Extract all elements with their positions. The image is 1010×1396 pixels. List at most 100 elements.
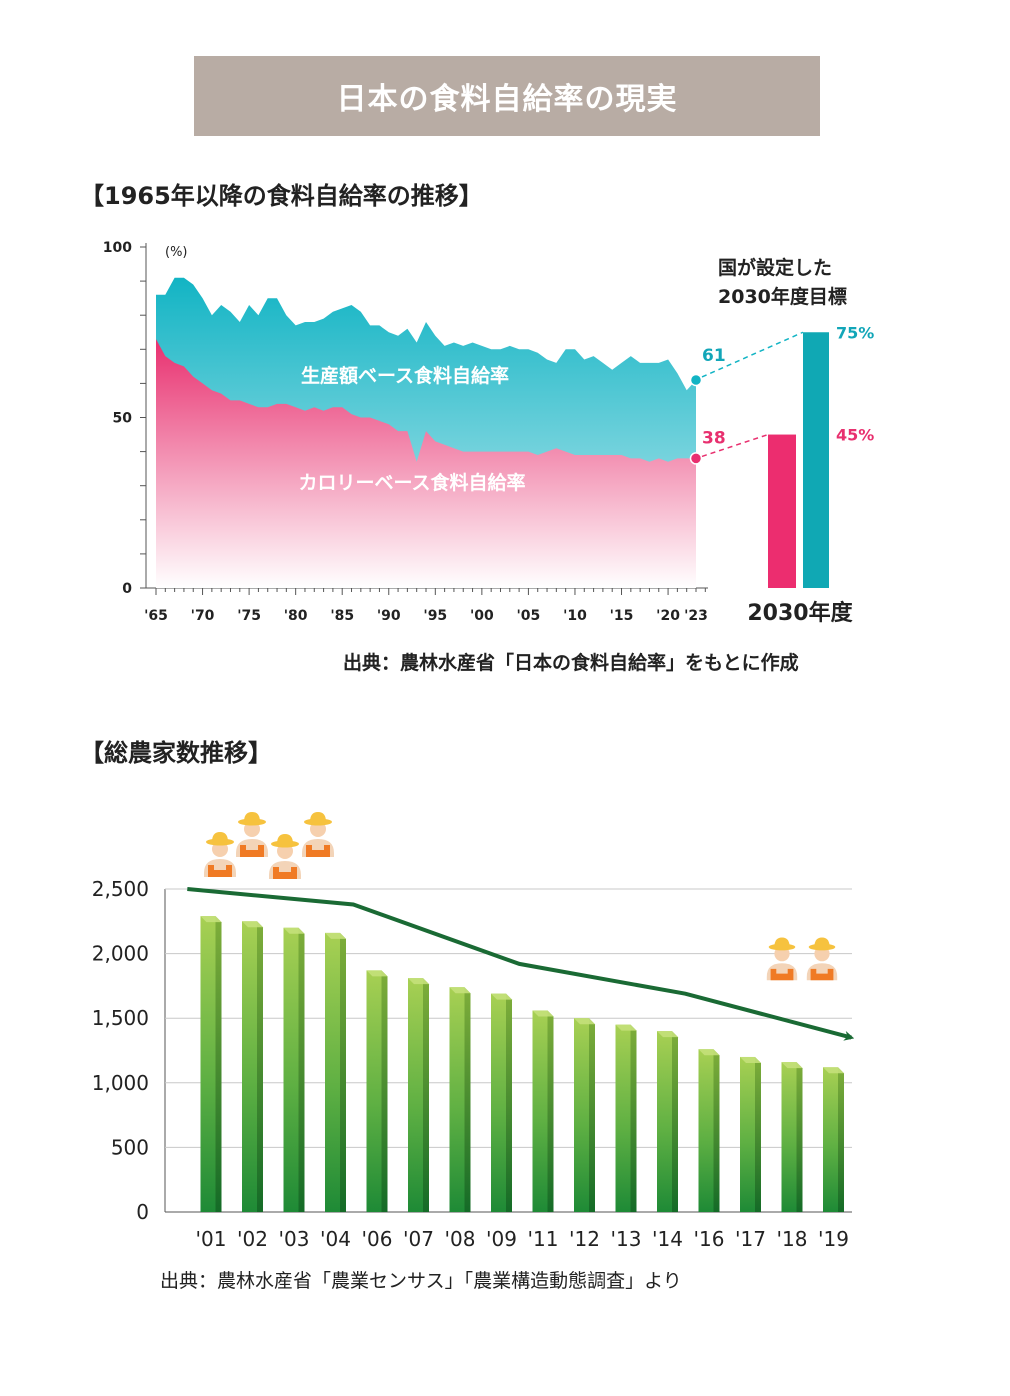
bar: [366, 970, 382, 1212]
farmer-icon: [806, 937, 838, 981]
chart2-grid: 0 500 1,000 1,500 2,000 2,500: [92, 877, 852, 1224]
bar-top: [740, 1056, 761, 1063]
x-tick-label: '14: [652, 1227, 683, 1251]
production-target-label: 75%: [836, 323, 874, 342]
bar-top: [283, 927, 305, 934]
calorie-end-point: [689, 452, 703, 465]
bar: [200, 916, 216, 1212]
self-sufficiency-area-chart: 100 50 0 (%) '65 '70 '75 '80 '85 '90 '95 '00 '05 '10 '…: [103, 240, 875, 626]
x-tick-label: '17: [735, 1227, 766, 1251]
calorie-area: [156, 339, 696, 588]
production-end-label: 61: [702, 346, 726, 366]
unit-label: (%): [165, 245, 188, 260]
y-tick-label: 50: [113, 411, 133, 427]
bar-group: [200, 916, 222, 1212]
bar-side: [672, 1031, 678, 1212]
bar: [449, 987, 465, 1212]
x-tick-label: '13: [611, 1227, 642, 1251]
bar-side: [381, 970, 388, 1212]
bar-side: [340, 932, 346, 1212]
chart2-trend: [187, 887, 855, 1041]
calorie-target-bar: [768, 434, 796, 588]
bar-top: [574, 1018, 595, 1025]
banner-title: 日本の食料自給率の現実: [336, 82, 678, 117]
x-tick-label: '07: [403, 1227, 434, 1251]
bar-group: [781, 1062, 803, 1212]
bar-top: [657, 1031, 678, 1038]
bar-top: [366, 970, 388, 977]
bar-group: [283, 927, 305, 1212]
bar-group: [366, 970, 388, 1212]
x-tick-label: '95: [423, 608, 447, 624]
bar-top: [491, 993, 512, 1000]
bar: [781, 1062, 797, 1212]
farmer-icon: [204, 832, 236, 877]
farmer-hat-top: [774, 937, 790, 948]
bar: [574, 1018, 589, 1212]
bar-group: [491, 993, 512, 1212]
x-tick-label: '09: [486, 1227, 517, 1251]
production-target-connector: [701, 331, 804, 378]
bar: [740, 1056, 755, 1212]
x-tick-label: '23: [684, 608, 708, 624]
x-tick-label: '11: [528, 1227, 559, 1251]
bar-side: [298, 927, 305, 1212]
bar-top: [532, 1010, 554, 1017]
x-tick-label: '12: [569, 1227, 600, 1251]
chart1-source: 出典：農林水産省「日本の食料自給率」をもとに作成: [343, 652, 799, 674]
farmer-icon: [269, 834, 301, 879]
y-tick-label: 0: [122, 581, 132, 597]
x-tick-label: '85: [330, 608, 354, 624]
calorie-end-label: 38: [702, 428, 726, 448]
bar-side: [713, 1049, 720, 1212]
x-tick-label: '19: [818, 1227, 849, 1251]
x-tick-label: '18: [777, 1227, 808, 1251]
farmer-overalls: [770, 968, 794, 981]
chart1-areas: [156, 277, 696, 588]
bar-side: [838, 1067, 844, 1212]
bar-group: [574, 1018, 595, 1212]
bar-group: [698, 1049, 720, 1212]
bar: [408, 978, 423, 1212]
production-end-point: [689, 373, 703, 387]
calorie-series-label: カロリーベース食料自給率: [298, 471, 525, 494]
x-tick-label: '06: [362, 1227, 393, 1251]
farmer-hat-top: [212, 832, 228, 842]
production-series-label: 生産額ベース食料自給率: [301, 364, 509, 387]
bar-side: [257, 921, 263, 1212]
y-tick-label: 1,500: [92, 1006, 149, 1030]
bar-top: [615, 1024, 637, 1031]
bar-group: [823, 1067, 844, 1212]
x-tick-label: '00: [470, 608, 494, 624]
farmer-icon: [766, 937, 798, 981]
bar-top: [242, 921, 263, 928]
bar-side: [589, 1018, 595, 1212]
bar-side: [215, 916, 222, 1212]
farmer-overalls: [273, 867, 297, 879]
x-tick-label: '20: [656, 608, 680, 624]
y-tick-label: 0: [136, 1200, 149, 1224]
bar: [532, 1010, 548, 1212]
bar: [325, 932, 340, 1212]
x-tick-label: '10: [563, 608, 587, 624]
bar: [698, 1049, 714, 1212]
bar-side: [506, 993, 512, 1212]
farmer-overalls: [240, 845, 264, 857]
farmer-hat-top: [244, 812, 260, 822]
x-tick-label: '90: [377, 608, 401, 624]
bar-group: [449, 987, 471, 1212]
calorie-target-connector: [701, 433, 769, 458]
x-tick-label: '16: [694, 1227, 725, 1251]
target-year-label: 2030年度: [747, 600, 853, 626]
bar: [491, 993, 506, 1212]
bar-side: [423, 978, 429, 1212]
y-tick-label: 2,000: [92, 942, 149, 966]
bar-top: [449, 987, 471, 994]
bar: [242, 921, 257, 1212]
bar-top: [200, 916, 222, 923]
bar: [283, 927, 299, 1212]
y-tick-label: 100: [103, 240, 132, 256]
bar-top: [823, 1067, 844, 1074]
x-tick-label: '70: [191, 608, 215, 624]
